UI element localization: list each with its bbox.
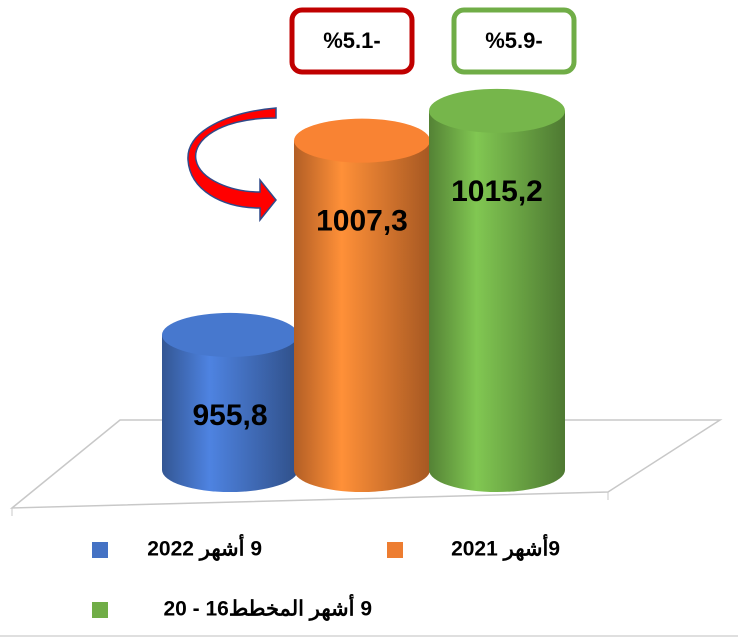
bar-top (294, 118, 430, 163)
legend-swatch (92, 542, 108, 558)
legend-label: 9 أشهر 2022 (147, 534, 262, 562)
value-label: 1015,2 (451, 175, 543, 208)
legend-label: 9 أشهر المخطط16 - 20 (163, 594, 372, 622)
annotation: %5.9- (485, 28, 542, 53)
legend-swatch (92, 602, 108, 618)
annotation-box (289, 7, 415, 75)
curved-arrow (187, 107, 277, 223)
bar-top (429, 88, 565, 133)
bar (429, 110, 565, 492)
annotation: %5.1- (323, 28, 380, 53)
bar (162, 334, 298, 492)
legend-swatch (387, 542, 403, 558)
value-label: 1007,3 (316, 205, 408, 238)
value-label: 955,8 (192, 399, 267, 432)
annotation-box (451, 7, 577, 75)
bar (294, 140, 430, 492)
bar-top (162, 312, 298, 357)
legend-label: 9أشهر 2021 (451, 534, 560, 562)
